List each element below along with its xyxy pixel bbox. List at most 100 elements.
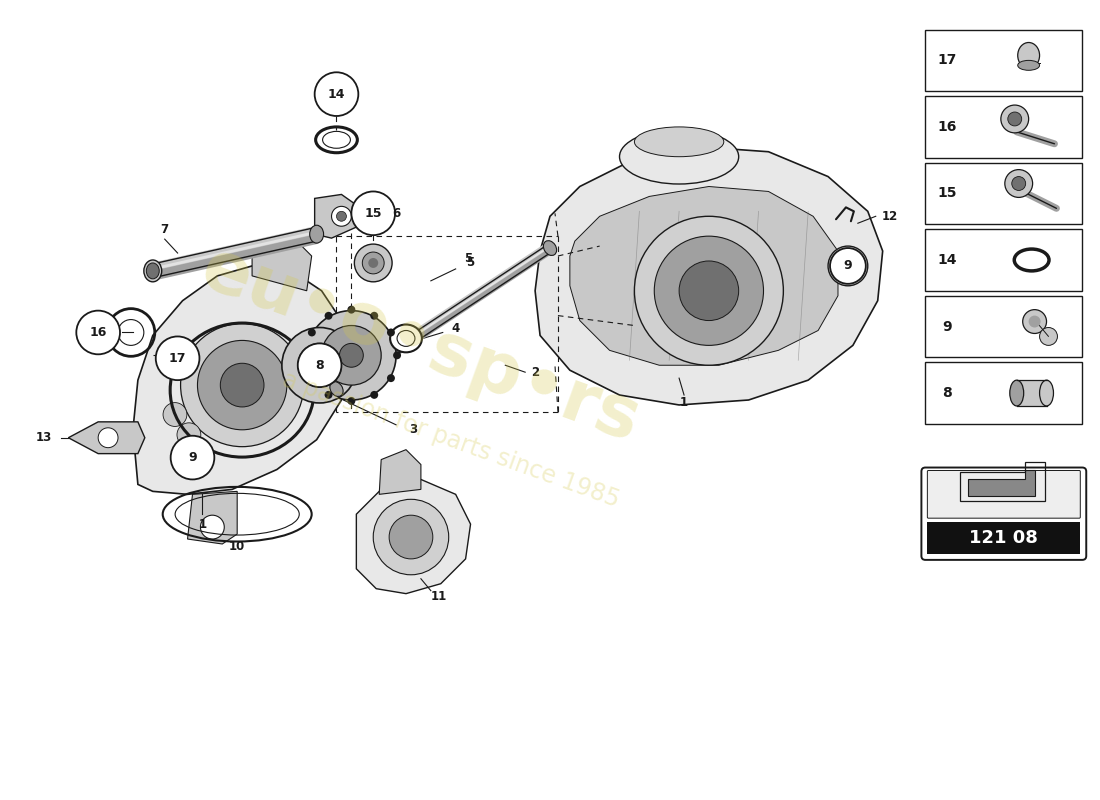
Circle shape [331,206,351,226]
Circle shape [1023,310,1046,334]
Circle shape [837,255,859,277]
Text: 13: 13 [35,431,52,444]
Circle shape [348,397,355,405]
Text: 121 08: 121 08 [969,529,1038,547]
Text: 8: 8 [943,386,953,400]
Circle shape [351,191,395,235]
Circle shape [324,391,332,399]
Circle shape [301,351,310,359]
Ellipse shape [635,127,724,157]
Circle shape [308,374,316,382]
Circle shape [324,312,332,320]
Circle shape [340,343,363,367]
Ellipse shape [543,241,557,255]
Circle shape [337,211,346,222]
Polygon shape [252,236,311,290]
Circle shape [298,343,341,387]
Circle shape [635,216,783,366]
Text: 9: 9 [943,319,951,334]
Circle shape [387,329,395,337]
Ellipse shape [330,382,343,397]
Text: a passion for parts since 1985: a passion for parts since 1985 [278,367,623,512]
Circle shape [348,306,355,314]
Ellipse shape [390,325,422,352]
Bar [927,522,1080,554]
FancyBboxPatch shape [927,470,1080,518]
Circle shape [389,515,432,559]
Text: 5: 5 [466,257,475,270]
FancyBboxPatch shape [925,296,1082,358]
Text: 17: 17 [169,352,186,365]
Text: 15: 15 [364,207,382,220]
Circle shape [387,374,395,382]
Circle shape [654,236,763,346]
Ellipse shape [1010,380,1024,406]
Circle shape [1040,327,1057,346]
Polygon shape [315,194,359,238]
Circle shape [1028,315,1041,327]
Circle shape [368,258,378,268]
Circle shape [828,246,868,286]
Text: 10: 10 [229,541,245,554]
Polygon shape [133,266,346,494]
Text: 1: 1 [680,397,689,410]
Ellipse shape [619,130,739,184]
Text: 12: 12 [881,210,898,222]
Circle shape [308,329,316,337]
Text: 15: 15 [937,186,957,201]
Circle shape [354,244,392,282]
Text: 14: 14 [937,253,957,267]
Circle shape [170,436,214,479]
Circle shape [1004,170,1033,198]
Ellipse shape [310,226,323,243]
Circle shape [371,391,378,399]
Ellipse shape [146,263,160,279]
Bar [1016,380,1046,406]
Circle shape [371,312,378,320]
Polygon shape [968,470,1035,496]
Ellipse shape [1018,60,1040,70]
Circle shape [321,326,382,385]
Text: 9: 9 [844,259,852,273]
Circle shape [1012,177,1025,190]
Circle shape [163,402,187,426]
Circle shape [830,248,866,284]
FancyBboxPatch shape [925,362,1082,424]
Text: 4: 4 [451,322,460,335]
Polygon shape [68,422,145,454]
Polygon shape [379,450,421,494]
Polygon shape [187,491,238,544]
Text: 11: 11 [431,590,447,603]
Circle shape [98,428,118,448]
Circle shape [200,515,224,539]
Circle shape [220,363,264,407]
FancyBboxPatch shape [922,467,1086,560]
Polygon shape [535,146,882,405]
Text: 2: 2 [531,366,539,378]
Text: 1: 1 [198,518,207,530]
Circle shape [180,323,304,446]
FancyBboxPatch shape [925,30,1082,91]
Text: 6: 6 [392,207,400,220]
FancyBboxPatch shape [925,229,1082,290]
Text: 3: 3 [409,423,417,436]
Text: 5: 5 [464,253,473,266]
Circle shape [393,351,402,359]
Circle shape [307,310,396,400]
Circle shape [679,261,739,321]
Text: 7: 7 [161,222,168,236]
Circle shape [282,327,358,403]
Circle shape [76,310,120,354]
Circle shape [1001,105,1028,133]
Ellipse shape [144,260,162,282]
Circle shape [362,252,384,274]
FancyBboxPatch shape [925,162,1082,224]
Text: 9: 9 [188,451,197,464]
Ellipse shape [1040,380,1054,406]
Circle shape [156,337,199,380]
Text: eu•o•sp•rs: eu•o•sp•rs [192,234,650,457]
Circle shape [1008,112,1022,126]
Polygon shape [356,479,471,594]
Text: 16: 16 [89,326,107,339]
Ellipse shape [1018,42,1040,68]
